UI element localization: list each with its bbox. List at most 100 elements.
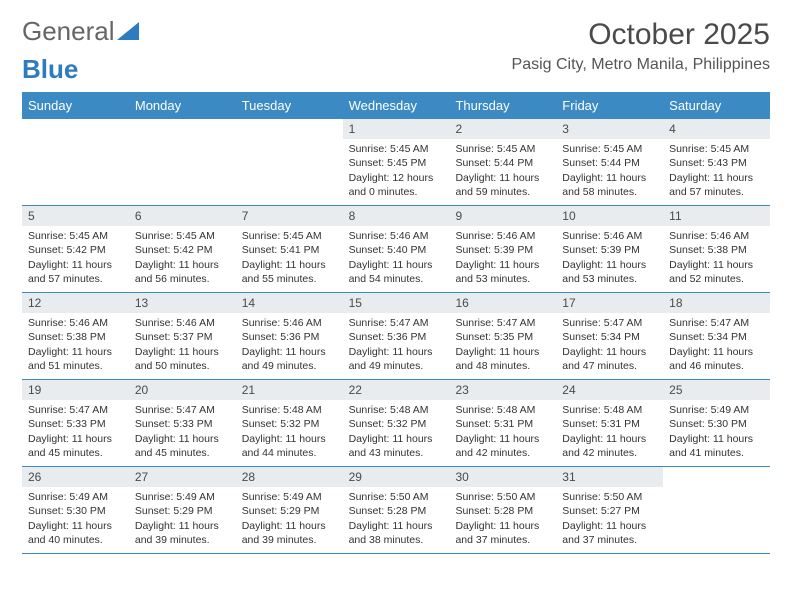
day-content: Sunrise: 5:45 AMSunset: 5:42 PMDaylight:… — [22, 226, 129, 292]
day-number: 5 — [22, 206, 129, 226]
day-number: 24 — [556, 380, 663, 400]
calendar-day-cell — [236, 119, 343, 205]
sunrise-line: Sunrise: 5:46 AM — [455, 229, 550, 243]
sunrise-line: Sunrise: 5:46 AM — [669, 229, 764, 243]
sunset-line: Sunset: 5:29 PM — [135, 504, 230, 518]
day-number: 22 — [343, 380, 450, 400]
day-content: Sunrise: 5:45 AMSunset: 5:45 PMDaylight:… — [343, 139, 450, 205]
daylight-line: Daylight: 11 hours and 41 minutes. — [669, 432, 764, 460]
sunset-line: Sunset: 5:30 PM — [28, 504, 123, 518]
logo-text-general: General — [22, 18, 115, 44]
calendar-day-cell — [663, 467, 770, 553]
daylight-line: Daylight: 11 hours and 53 minutes. — [455, 258, 550, 286]
calendar-day-cell: 4 Sunrise: 5:45 AMSunset: 5:43 PMDaylight… — [663, 119, 770, 205]
calendar-day-cell: 22Sunrise: 5:48 AMSunset: 5:32 PMDayligh… — [343, 380, 450, 466]
calendar-day-cell: 1Sunrise: 5:45 AMSunset: 5:45 PMDaylight… — [343, 119, 450, 205]
calendar-day-cell — [22, 119, 129, 205]
weekday-header: Sunday — [22, 92, 129, 119]
daylight-line: Daylight: 11 hours and 39 minutes. — [135, 519, 230, 547]
day-content: Sunrise: 5:46 AMSunset: 5:39 PMDaylight:… — [449, 226, 556, 292]
day-number — [663, 467, 770, 471]
sunrise-line: Sunrise: 5:49 AM — [28, 490, 123, 504]
day-content: Sunrise: 5:47 AMSunset: 5:34 PMDaylight:… — [556, 313, 663, 379]
day-number: 13 — [129, 293, 236, 313]
sunset-line: Sunset: 5:39 PM — [455, 243, 550, 257]
day-content: Sunrise: 5:46 AMSunset: 5:37 PMDaylight:… — [129, 313, 236, 379]
daylight-line: Daylight: 11 hours and 57 minutes. — [669, 171, 764, 199]
daylight-line: Daylight: 11 hours and 42 minutes. — [455, 432, 550, 460]
sunrise-line: Sunrise: 5:48 AM — [562, 403, 657, 417]
day-number: 30 — [449, 467, 556, 487]
sunset-line: Sunset: 5:41 PM — [242, 243, 337, 257]
daylight-line: Daylight: 11 hours and 46 minutes. — [669, 345, 764, 373]
sunset-line: Sunset: 5:28 PM — [349, 504, 444, 518]
sunrise-line: Sunrise: 5:45 AM — [669, 142, 764, 156]
sunrise-line: Sunrise: 5:47 AM — [562, 316, 657, 330]
day-number — [236, 119, 343, 123]
sunrise-line: Sunrise: 5:45 AM — [28, 229, 123, 243]
daylight-line: Daylight: 11 hours and 38 minutes. — [349, 519, 444, 547]
calendar-day-cell — [129, 119, 236, 205]
sunset-line: Sunset: 5:31 PM — [562, 417, 657, 431]
sunrise-line: Sunrise: 5:47 AM — [349, 316, 444, 330]
sunrise-line: Sunrise: 5:48 AM — [242, 403, 337, 417]
day-content: Sunrise: 5:50 AMSunset: 5:28 PMDaylight:… — [449, 487, 556, 553]
daylight-line: Daylight: 11 hours and 53 minutes. — [562, 258, 657, 286]
day-number: 4 — [663, 119, 770, 139]
daylight-line: Daylight: 11 hours and 42 minutes. — [562, 432, 657, 460]
calendar-week: 19Sunrise: 5:47 AMSunset: 5:33 PMDayligh… — [22, 380, 770, 467]
sunset-line: Sunset: 5:43 PM — [669, 156, 764, 170]
daylight-line: Daylight: 11 hours and 43 minutes. — [349, 432, 444, 460]
sunset-line: Sunset: 5:34 PM — [562, 330, 657, 344]
sunrise-line: Sunrise: 5:46 AM — [349, 229, 444, 243]
sunrise-line: Sunrise: 5:48 AM — [349, 403, 444, 417]
daylight-line: Daylight: 11 hours and 39 minutes. — [242, 519, 337, 547]
day-content: Sunrise: 5:47 AMSunset: 5:36 PMDaylight:… — [343, 313, 450, 379]
daylight-line: Daylight: 11 hours and 49 minutes. — [349, 345, 444, 373]
daylight-line: Daylight: 11 hours and 49 minutes. — [242, 345, 337, 373]
sunset-line: Sunset: 5:34 PM — [669, 330, 764, 344]
daylight-line: Daylight: 11 hours and 57 minutes. — [28, 258, 123, 286]
calendar-day-cell: 14Sunrise: 5:46 AMSunset: 5:36 PMDayligh… — [236, 293, 343, 379]
calendar-day-cell: 5Sunrise: 5:45 AMSunset: 5:42 PMDaylight… — [22, 206, 129, 292]
daylight-line: Daylight: 11 hours and 56 minutes. — [135, 258, 230, 286]
calendar-day-cell: 19Sunrise: 5:47 AMSunset: 5:33 PMDayligh… — [22, 380, 129, 466]
calendar-week: 12Sunrise: 5:46 AMSunset: 5:38 PMDayligh… — [22, 293, 770, 380]
daylight-line: Daylight: 11 hours and 52 minutes. — [669, 258, 764, 286]
calendar-day-cell: 9Sunrise: 5:46 AMSunset: 5:39 PMDaylight… — [449, 206, 556, 292]
day-number: 27 — [129, 467, 236, 487]
sunrise-line: Sunrise: 5:50 AM — [349, 490, 444, 504]
day-content: Sunrise: 5:45 AMSunset: 5:44 PMDaylight:… — [556, 139, 663, 205]
day-number: 19 — [22, 380, 129, 400]
day-number: 6 — [129, 206, 236, 226]
calendar-week: 5Sunrise: 5:45 AMSunset: 5:42 PMDaylight… — [22, 206, 770, 293]
day-content: Sunrise: 5:46 AMSunset: 5:39 PMDaylight:… — [556, 226, 663, 292]
logo-triangle-icon — [117, 22, 139, 40]
sunrise-line: Sunrise: 5:46 AM — [28, 316, 123, 330]
calendar-day-cell: 13Sunrise: 5:46 AMSunset: 5:37 PMDayligh… — [129, 293, 236, 379]
weeks-container: 1Sunrise: 5:45 AMSunset: 5:45 PMDaylight… — [22, 119, 770, 554]
sunset-line: Sunset: 5:39 PM — [562, 243, 657, 257]
calendar-day-cell: 11Sunrise: 5:46 AMSunset: 5:38 PMDayligh… — [663, 206, 770, 292]
day-content: Sunrise: 5:46 AMSunset: 5:38 PMDaylight:… — [663, 226, 770, 292]
sunset-line: Sunset: 5:33 PM — [28, 417, 123, 431]
daylight-line: Daylight: 11 hours and 54 minutes. — [349, 258, 444, 286]
calendar-day-cell: 27Sunrise: 5:49 AMSunset: 5:29 PMDayligh… — [129, 467, 236, 553]
sunset-line: Sunset: 5:42 PM — [135, 243, 230, 257]
day-content: Sunrise: 5:45 AMSunset: 5:41 PMDaylight:… — [236, 226, 343, 292]
calendar-day-cell: 16Sunrise: 5:47 AMSunset: 5:35 PMDayligh… — [449, 293, 556, 379]
sunset-line: Sunset: 5:33 PM — [135, 417, 230, 431]
day-number: 23 — [449, 380, 556, 400]
sunset-line: Sunset: 5:27 PM — [562, 504, 657, 518]
daylight-line: Daylight: 11 hours and 51 minutes. — [28, 345, 123, 373]
weekday-header: Wednesday — [343, 92, 450, 119]
daylight-line: Daylight: 11 hours and 40 minutes. — [28, 519, 123, 547]
daylight-line: Daylight: 11 hours and 45 minutes. — [135, 432, 230, 460]
sunset-line: Sunset: 5:30 PM — [669, 417, 764, 431]
day-content: Sunrise: 5:48 AMSunset: 5:31 PMDaylight:… — [556, 400, 663, 466]
day-number: 10 — [556, 206, 663, 226]
calendar-day-cell: 21Sunrise: 5:48 AMSunset: 5:32 PMDayligh… — [236, 380, 343, 466]
calendar-week: 1Sunrise: 5:45 AMSunset: 5:45 PMDaylight… — [22, 119, 770, 206]
sunset-line: Sunset: 5:44 PM — [455, 156, 550, 170]
calendar-day-cell: 10Sunrise: 5:46 AMSunset: 5:39 PMDayligh… — [556, 206, 663, 292]
